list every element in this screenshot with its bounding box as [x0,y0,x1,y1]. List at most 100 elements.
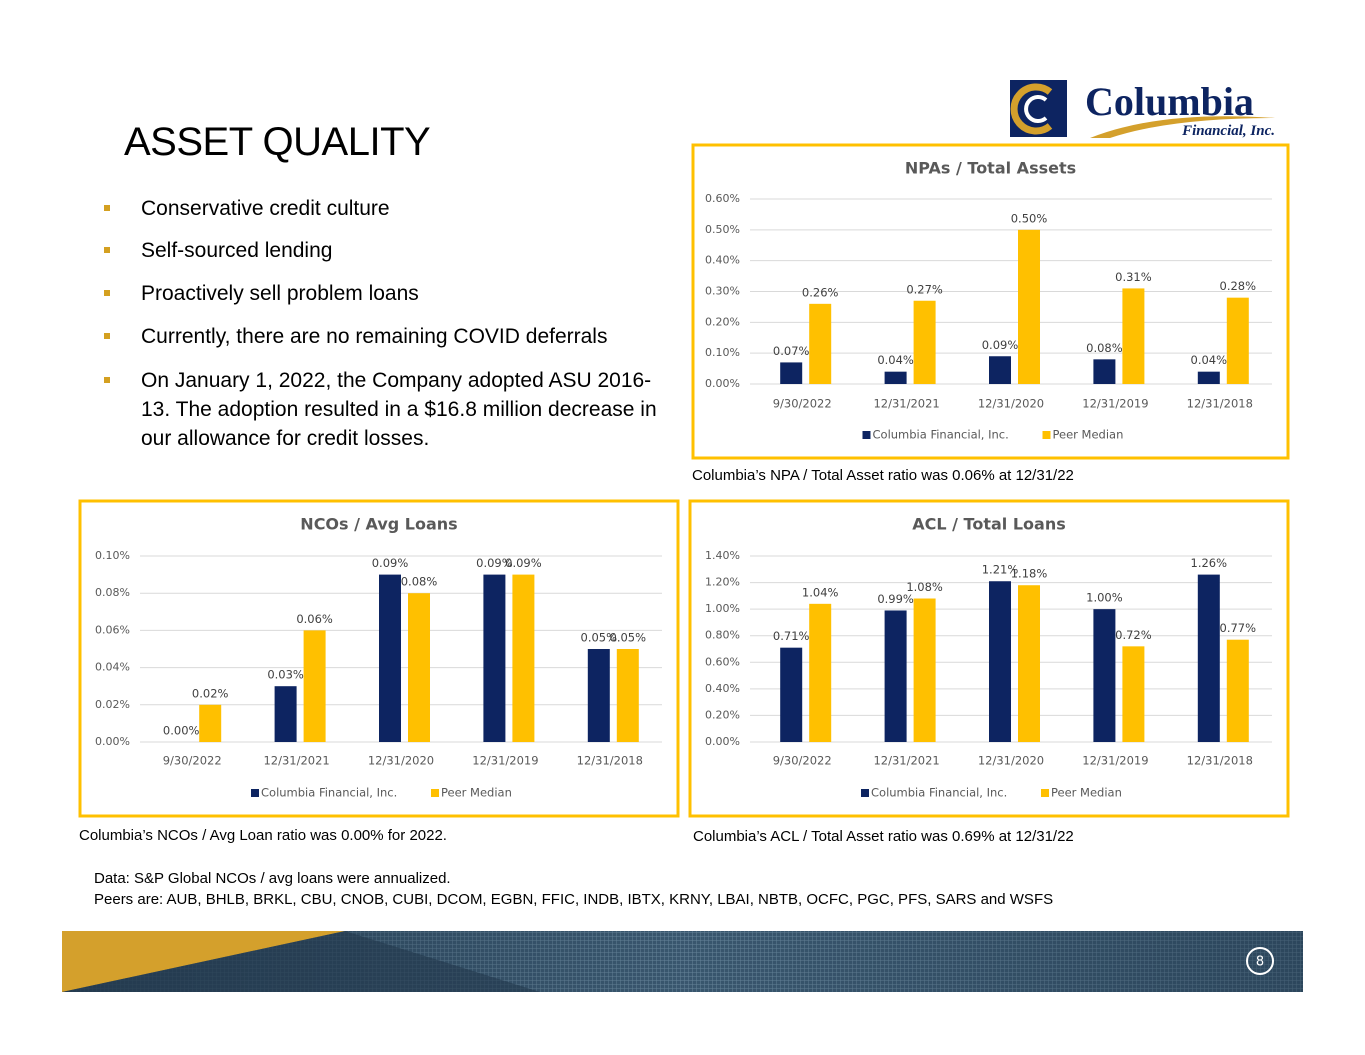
y-tick-label: 0.80% [705,629,740,642]
x-tick-label: 12/31/2021 [263,754,329,768]
bar [483,574,506,742]
y-tick-label: 1.20% [705,576,740,589]
x-tick-label: 12/31/2020 [978,754,1044,768]
bar [884,610,907,742]
y-tick-label: 0.02% [95,698,130,711]
bar [780,647,803,742]
legend-label: Columbia Financial, Inc. [871,786,1007,800]
slide-title: ASSET QUALITY [124,120,431,164]
value-label: 0.27% [906,282,943,296]
bullet-marker [104,205,110,211]
y-tick-label: 0.00% [705,735,740,748]
bar [1197,574,1220,742]
bullet-marker [104,333,110,339]
bullet: Currently, there are no remaining COVID … [141,325,608,348]
value-label: 0.09% [982,338,1019,352]
y-tick-label: 0.00% [95,735,130,748]
bar [1093,609,1116,742]
value-label: 0.09% [372,556,409,570]
bar [1122,288,1145,384]
x-tick-label: 12/31/2020 [978,397,1044,411]
value-label: 0.09% [505,556,542,570]
y-tick-label: 1.40% [705,549,740,562]
value-label: 0.09% [476,556,513,570]
y-tick-label: 0.60% [705,655,740,668]
value-label: 0.05% [610,631,647,645]
y-tick-label: 0.06% [95,623,130,636]
x-tick-label: 12/31/2021 [873,397,939,411]
x-tick-label: 12/31/2018 [1187,397,1253,411]
bar [408,593,430,742]
legend-marker [431,789,439,797]
bar [274,686,297,742]
value-label: 0.99% [877,592,914,606]
bar [1197,371,1220,384]
legend-label: Columbia Financial, Inc. [873,428,1009,442]
logo-subname: Financial, Inc. [1182,123,1275,139]
caption: Columbia’s NPA / Total Asset ratio was 0… [692,467,1074,484]
value-label: 1.26% [1191,556,1228,570]
caption: Columbia’s ACL / Total Asset ratio was 0… [693,828,1074,845]
x-tick-label: 12/31/2019 [472,754,538,768]
value-label: 0.08% [401,575,438,589]
bullet: Proactively sell problem loans [141,282,419,305]
bullet-marker [104,377,110,383]
value-label: 0.26% [802,285,839,299]
bar [1226,297,1249,384]
value-label: 1.18% [1011,567,1048,581]
bar [809,303,832,384]
y-tick-label: 0.40% [705,254,740,267]
chart: NCOs / Avg Loans 0.00% 0.02% 0.04% 0.06% 0.08… [78,499,680,818]
value-label: 0.04% [877,353,914,367]
x-tick-label: 12/31/2019 [1082,397,1148,411]
value-label: 0.31% [1115,270,1152,284]
y-tick-label: 1.00% [705,602,740,615]
y-tick-label: 0.50% [705,223,740,236]
chart-title: ACL / Total Loans [912,515,1065,534]
bar [809,603,832,742]
value-label: 0.03% [267,668,304,682]
value-label: 0.07% [773,344,810,358]
bullet: On January 1, 2022, the Company adopted … [141,369,657,450]
value-label: 1.00% [1086,591,1123,605]
value-label: 0.08% [1086,341,1123,355]
y-tick-label: 0.10% [95,549,130,562]
x-tick-label: 12/31/2021 [873,754,939,768]
x-tick-label: 12/31/2018 [1187,754,1253,768]
chart-frame [691,143,1290,460]
chart-title: NPAs / Total Assets [905,159,1076,178]
legend-marker [1041,789,1049,797]
value-label: 0.72% [1115,628,1152,642]
legend-marker [251,789,259,797]
value-label: 0.28% [1220,279,1257,293]
legend-label: Peer Median [1051,786,1122,800]
x-tick-label: 12/31/2018 [577,754,643,768]
legend-marker [861,789,869,797]
bar [913,598,936,742]
bar [1226,639,1249,742]
x-tick-label: 9/30/2022 [163,754,222,768]
legend-label: Columbia Financial, Inc. [261,786,397,800]
bar [913,300,936,384]
legend-marker [862,431,871,439]
value-label: 0.04% [1191,353,1228,367]
page-number: 8 [1256,955,1264,970]
y-tick-label: 0.20% [705,708,740,721]
y-tick-label: 0.04% [95,661,130,674]
value-label: 0.77% [1220,621,1257,635]
legend-marker [1042,431,1051,439]
value-label: 0.50% [1011,211,1048,225]
logo-mark [1010,80,1275,138]
value-label: 1.21% [982,563,1019,577]
legend-label: Peer Median [1053,428,1124,442]
bar [1093,359,1116,384]
bar [989,356,1011,384]
bar [1018,585,1040,742]
bullet: Self-sourced lending [141,239,333,262]
y-tick-label: 0.08% [95,586,130,599]
bar [1122,646,1145,742]
y-tick-label: 0.00% [705,377,740,390]
bullet-marker [104,247,110,253]
